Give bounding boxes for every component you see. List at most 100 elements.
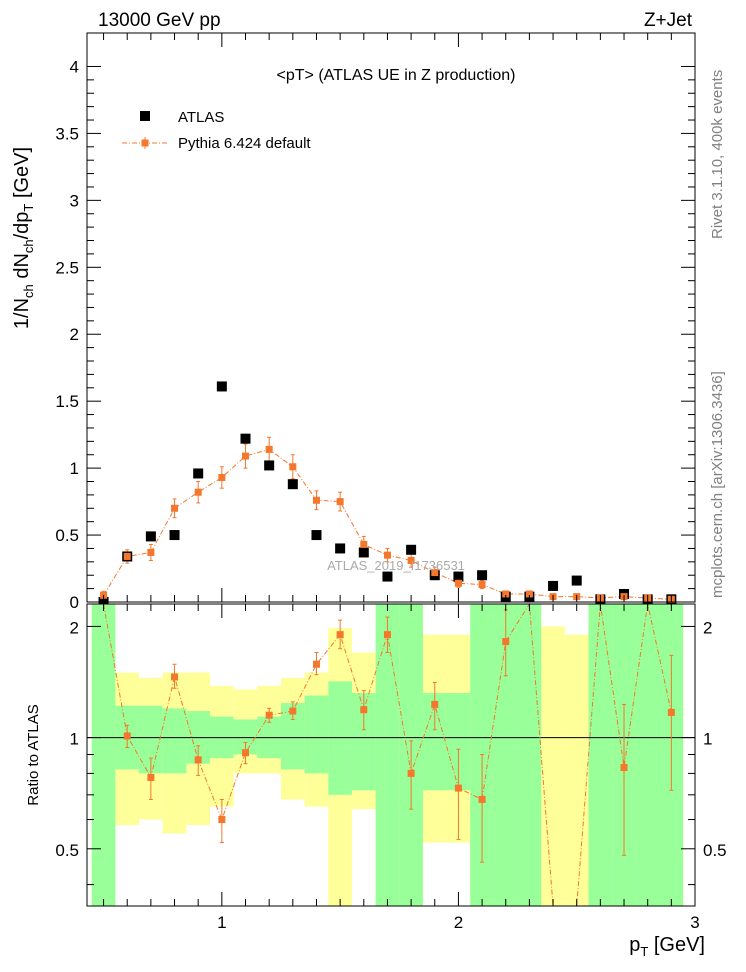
- pythia-point: [478, 581, 486, 589]
- ratio-ticks: 0.5 0.5 1 1 2 2 1 2 3: [55, 604, 727, 932]
- main-ytick-label: 0: [70, 593, 79, 612]
- atlas-point: [311, 530, 322, 541]
- header-left: 13000 GeV pp: [98, 10, 221, 31]
- legend-marker-pythia: [141, 139, 149, 147]
- main-ytick-label: 0.5: [55, 526, 79, 545]
- pythia-point: [312, 496, 320, 504]
- ratio-point: [667, 708, 675, 716]
- pythia-point: [218, 473, 226, 481]
- pythia-point: [525, 590, 533, 598]
- atlas-point: [264, 460, 275, 471]
- main-frame: [86, 32, 696, 603]
- ratio-ytick-label: 1: [70, 730, 79, 749]
- main-title: <pT> (ATLAS UE in Z production): [277, 67, 516, 84]
- pythia-point: [336, 498, 344, 506]
- main-ylabel: 1/Nch dNch/dpT [GeV]: [11, 147, 36, 329]
- pythia-point: [502, 590, 510, 598]
- pythia-point: [123, 552, 131, 560]
- ratio-ytick-label-right: 2: [703, 618, 712, 637]
- ratio-point: [360, 706, 368, 714]
- green-band: [139, 705, 163, 774]
- green-band: [304, 695, 329, 774]
- ratio-point: [431, 700, 439, 708]
- green-band: [91, 604, 116, 906]
- ratio-point: [265, 711, 273, 719]
- watermark: ATLAS_2019_I1736531: [327, 558, 465, 573]
- green-band: [351, 693, 376, 791]
- ratio-point: [194, 756, 202, 764]
- green-band: [635, 604, 660, 906]
- ratio-point: [218, 816, 226, 824]
- atlas-point: [382, 571, 393, 582]
- green-band: [375, 604, 400, 906]
- pythia-point: [360, 540, 368, 548]
- ratio-point: [171, 673, 179, 681]
- pythia-point: [265, 445, 273, 453]
- pythia-point: [454, 579, 462, 587]
- atlas-point: [406, 544, 417, 555]
- main-ytick-label: 2: [70, 325, 79, 344]
- ratio-point: [620, 763, 628, 771]
- green-band: [588, 604, 613, 906]
- legend-label-pythia: Pythia 6.424 default: [178, 135, 311, 152]
- pythia-point: [171, 504, 179, 512]
- ratio-ytick-label-right: 0.5: [703, 841, 727, 860]
- site-label: mcplots.cern.ch [arXiv:1306.3436]: [709, 371, 726, 598]
- ratio-ytick-label-right: 1: [703, 730, 712, 749]
- ratio-point: [147, 773, 155, 781]
- atlas-point: [240, 433, 251, 444]
- ratio-point: [336, 631, 344, 639]
- atlas-point: [335, 543, 346, 554]
- main-ticks: 0 0.5 1 1.5 2 2.5 3 3.5 4: [55, 33, 696, 612]
- ratio-point: [312, 660, 320, 668]
- ratio-point: [242, 749, 250, 757]
- atlas-point: [571, 575, 582, 586]
- pythia-point: [431, 569, 439, 577]
- legend-label-atlas: ATLAS: [178, 109, 224, 126]
- pythia-point: [383, 551, 391, 559]
- ratio-xtick-label: 2: [454, 913, 463, 932]
- rivet-label: Rivet 3.1.10, 400k events: [709, 70, 726, 239]
- ratio-markers: [123, 631, 675, 824]
- legend: ATLAS Pythia 6.424 default: [122, 109, 311, 152]
- ratio-point: [123, 732, 131, 740]
- ratio-ytick-label: 0.5: [55, 841, 79, 860]
- x-axis-label: pT [GeV]: [629, 934, 705, 959]
- atlas-point: [216, 381, 227, 392]
- main-ytick-label: 2.5: [55, 258, 79, 277]
- atlas-point: [287, 479, 298, 490]
- ratio-point: [407, 769, 415, 777]
- atlas-point: [477, 570, 488, 581]
- main-ytick-label: 1.5: [55, 392, 79, 411]
- main-ytick-label: 1: [70, 459, 79, 478]
- ratio-uncertainty-bands: [91, 604, 684, 906]
- pythia-point: [147, 548, 155, 556]
- green-band: [517, 604, 542, 906]
- green-band: [162, 708, 187, 774]
- atlas-point: [453, 571, 464, 582]
- ratio-ylabel: Ratio to ATLAS: [25, 704, 42, 805]
- main-ytick-label: 3: [70, 191, 79, 210]
- main-ytick-label: 3.5: [55, 124, 79, 143]
- ratio-point: [383, 631, 391, 639]
- ratio-point: [454, 784, 462, 792]
- pythia-point: [407, 556, 415, 564]
- atlas-point: [169, 530, 180, 541]
- main-markers: [98, 381, 677, 607]
- yellow-band: [564, 634, 589, 906]
- legend-marker-atlas: [140, 111, 150, 121]
- ratio-xtick-label: 1: [217, 913, 226, 932]
- pythia-point: [289, 463, 297, 471]
- atlas-point: [548, 580, 559, 591]
- ratio-point: [502, 638, 510, 646]
- green-band: [233, 719, 258, 755]
- green-band: [422, 693, 447, 791]
- main-ytick-label: 4: [70, 57, 79, 76]
- ratio-point: [289, 707, 297, 715]
- ratio-point: [478, 795, 486, 803]
- atlas-point: [145, 531, 156, 542]
- green-band: [280, 703, 305, 770]
- pythia-point: [194, 488, 202, 496]
- header-right: Z+Jet: [644, 10, 693, 31]
